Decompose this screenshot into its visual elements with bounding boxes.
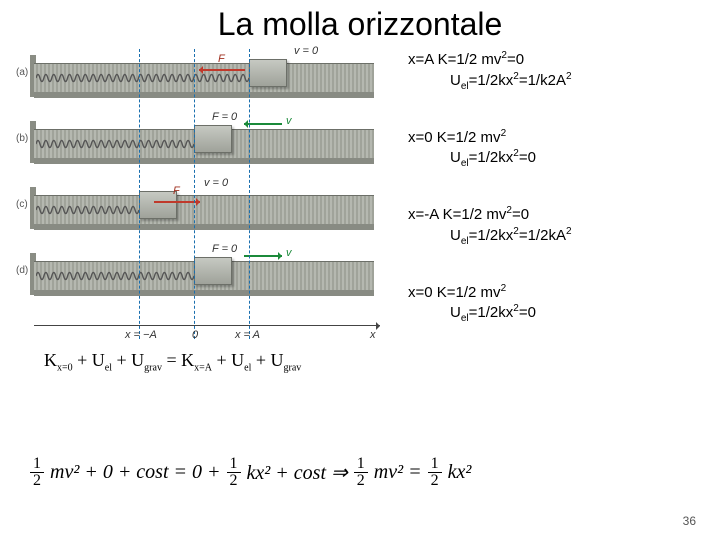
state-text: F = 0 [212, 111, 237, 123]
eq-line2: Uel=1/2kx2=1/2kA2 [408, 225, 572, 248]
velocity-arrow [244, 123, 282, 125]
mass-block [139, 191, 177, 219]
force-arrow [199, 69, 245, 71]
state-text: v = 0 [204, 177, 228, 189]
row-label: (c) [16, 199, 28, 210]
page-title: La molla orizzontale [0, 0, 720, 43]
row-label: (d) [16, 265, 28, 276]
spring-icon [36, 269, 194, 283]
final-equation: 12 mv² + 0 + cost = 0 + 12 kx² + cost ⇒ … [30, 456, 471, 489]
x-axis [34, 325, 380, 326]
velocity-arrow [244, 255, 282, 257]
axis-label-zero: 0 [192, 329, 198, 341]
energy-conservation-equation: Kx=0 + Uel + Ugrav = Kx=A + Uel + Ugrav [38, 348, 307, 376]
spring-icon [36, 137, 194, 151]
force-arrow [154, 201, 200, 203]
mass-block [194, 257, 232, 285]
equation-block: x=A K=1/2 mv2=0Uel=1/2kx2=1/k2A2 [408, 49, 572, 93]
equation-block: x=0 K=1/2 mv2Uel=1/2kx2=0 [408, 282, 572, 326]
mass-block [194, 125, 232, 153]
spring-row-c: (c) v = 0 F [18, 181, 398, 237]
spring-row-d: (d) F = 0 v [18, 247, 398, 303]
eq-line2: Uel=1/2kx2=0 [408, 147, 572, 170]
equation-block: x=0 K=1/2 mv2Uel=1/2kx2=0 [408, 127, 572, 171]
row-label: (b) [16, 133, 28, 144]
axis-label-x: x [370, 329, 376, 341]
spring-row-b: (b) F = 0 v [18, 115, 398, 171]
page-number: 36 [683, 514, 696, 528]
axis-label-plus-a: x = A [235, 329, 260, 341]
force-label: F [173, 185, 180, 197]
eq-line2: Uel=1/2kx2=0 [408, 302, 572, 325]
spring-row-a: (a) v = 0 F [18, 49, 398, 105]
row-label: (a) [16, 67, 28, 78]
spring-diagram: (a) v = 0 F (b) F = 0 v (c) v = 0 F (d) … [18, 49, 398, 359]
eq-line1: x=-A K=1/2 mv2=0 [408, 204, 572, 225]
state-text: F = 0 [212, 243, 237, 255]
axis-label-minus-a: x = −A [125, 329, 157, 341]
equation-panel: x=A K=1/2 mv2=0Uel=1/2kx2=1/k2A2 x=0 K=1/… [408, 49, 572, 359]
eq-line1: x=0 K=1/2 mv2 [408, 127, 572, 148]
state-text: v = 0 [294, 45, 318, 57]
equation-block: x=-A K=1/2 mv2=0Uel=1/2kx2=1/2kA2 [408, 204, 572, 248]
velocity-label: v [286, 115, 292, 127]
force-label: F [218, 53, 225, 65]
eq-line1: x=A K=1/2 mv2=0 [408, 49, 572, 70]
eq-line2: Uel=1/2kx2=1/k2A2 [408, 70, 572, 93]
spring-icon [36, 203, 139, 217]
eq-line1: x=0 K=1/2 mv2 [408, 282, 572, 303]
mass-block [249, 59, 287, 87]
velocity-label: v [286, 247, 292, 259]
content-area: (a) v = 0 F (b) F = 0 v (c) v = 0 F (d) … [0, 43, 720, 359]
spring-icon [36, 71, 249, 85]
